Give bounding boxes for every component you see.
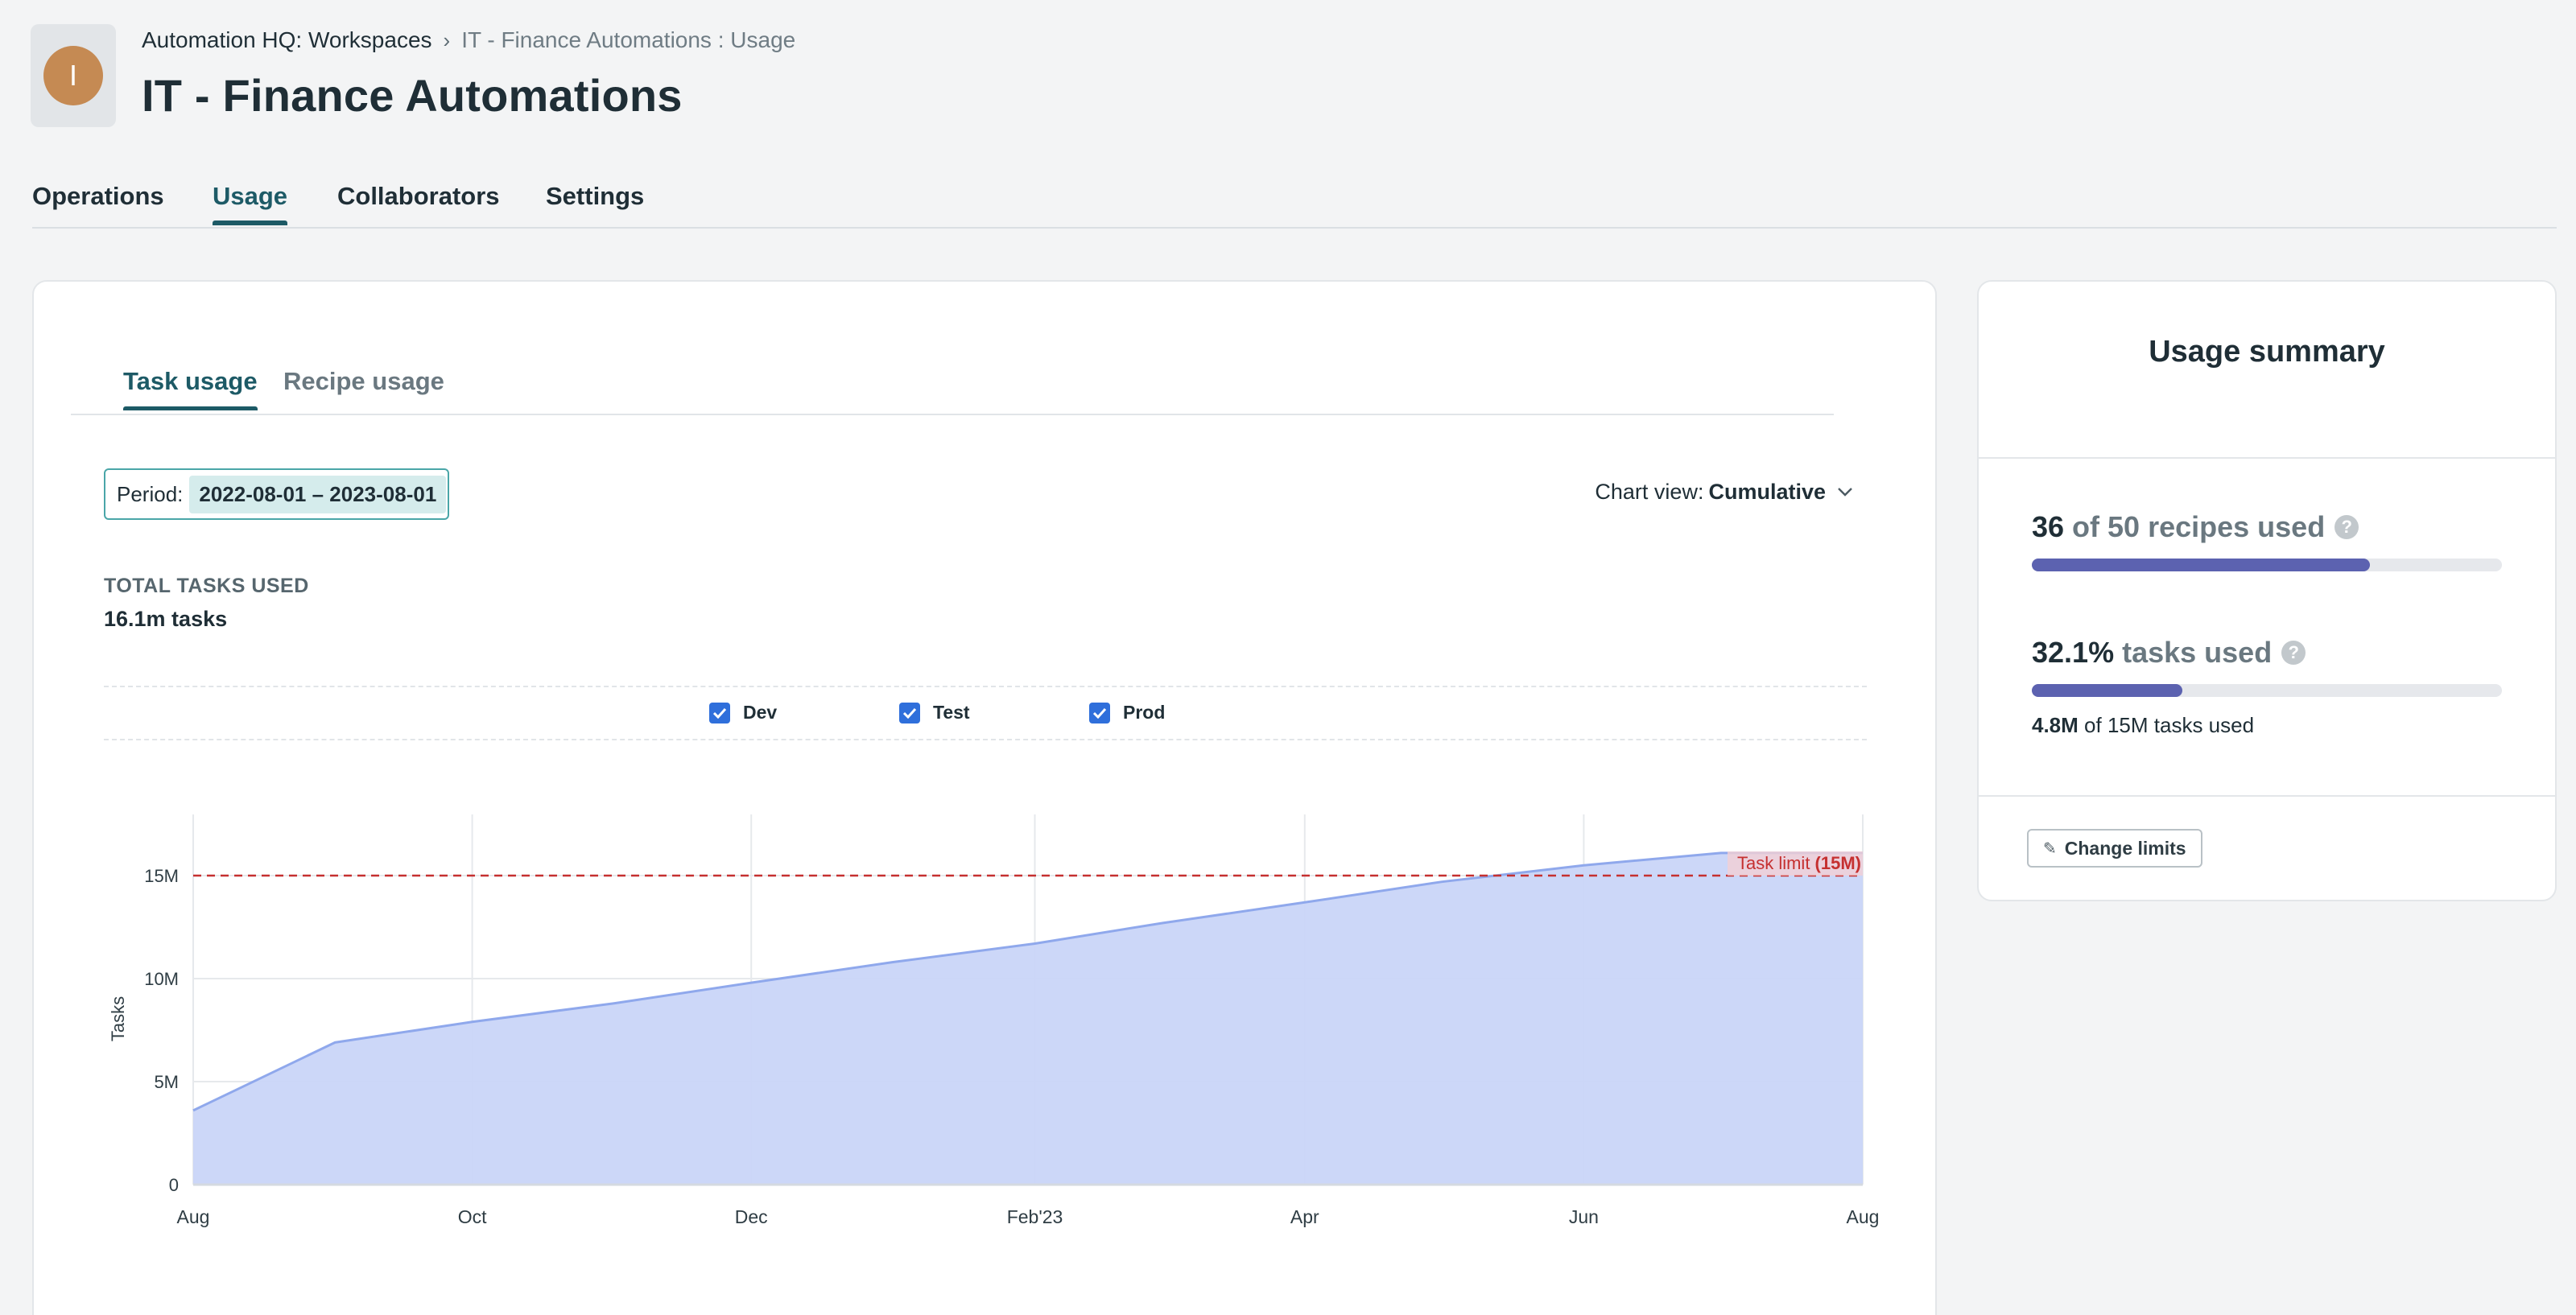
tab-task-usage[interactable]: Task usage bbox=[123, 367, 258, 410]
chevron-down-icon bbox=[1837, 483, 1853, 501]
legend-label: Prod bbox=[1123, 702, 1166, 723]
x-tick-label: Aug bbox=[177, 1206, 210, 1227]
chevron-right-icon: › bbox=[443, 27, 451, 52]
tab-active-indicator bbox=[213, 221, 288, 225]
task-limit-label: Task limit (15M) bbox=[1737, 853, 1861, 873]
tasks-progress-fill bbox=[2032, 684, 2183, 697]
pencil-icon: ✎ bbox=[2043, 839, 2057, 858]
usage-summary-card bbox=[1977, 280, 2557, 901]
legend-divider-top bbox=[104, 686, 1867, 687]
help-icon[interactable]: ? bbox=[2334, 515, 2359, 539]
usage-sub-tabs: Task usage Recipe usage bbox=[71, 361, 1834, 415]
tab-collaborators[interactable]: Collaborators bbox=[337, 182, 500, 210]
legend-toggle-dev[interactable]: Dev bbox=[709, 702, 777, 723]
tasks-text: tasks used bbox=[2122, 636, 2273, 669]
tasks-detail: 4.8M of 15M tasks used bbox=[2032, 713, 2254, 738]
period-label: Period: bbox=[117, 481, 184, 506]
tab-recipe-usage[interactable]: Recipe usage bbox=[283, 367, 444, 395]
legend-label: Test bbox=[933, 702, 970, 723]
workspace-avatar: I bbox=[43, 46, 103, 105]
breadcrumb: Automation HQ: Workspaces › IT - Finance… bbox=[142, 26, 795, 55]
summary-divider bbox=[1979, 795, 2555, 797]
tasks-used-stat: 32.1% tasks used ? bbox=[2032, 636, 2306, 670]
total-tasks-value: 16.1m tasks bbox=[104, 607, 228, 631]
x-tick-label: Jun bbox=[1569, 1206, 1599, 1227]
page-title: IT - Finance Automations bbox=[142, 70, 683, 121]
period-selector[interactable]: Period: 2022-08-01 – 2023-08-01 bbox=[104, 468, 449, 520]
tab-operations[interactable]: Operations bbox=[32, 182, 164, 210]
x-tick-label: Apr bbox=[1290, 1206, 1319, 1227]
recipes-count: 36 bbox=[2032, 510, 2065, 543]
area-series-line bbox=[192, 851, 1863, 1112]
legend-toggle-prod[interactable]: Prod bbox=[1089, 702, 1165, 723]
y-tick-label: 5M bbox=[154, 1072, 179, 1092]
x-tick-label: Dec bbox=[735, 1206, 768, 1227]
tab-usage[interactable]: Usage bbox=[213, 182, 288, 225]
area-series bbox=[193, 852, 1863, 1185]
tab-settings[interactable]: Settings bbox=[546, 182, 645, 210]
legend-divider-bottom bbox=[104, 739, 1867, 740]
x-tick-label: Feb'23 bbox=[1007, 1206, 1063, 1227]
change-limits-label: Change limits bbox=[2064, 837, 2186, 859]
checkbox-checked-icon bbox=[1089, 702, 1110, 723]
y-tick-label: 15M bbox=[144, 866, 179, 886]
task-usage-chart: Task limit (15M) 0 5M 10M 15M Aug Oct Dec Feb'23… bbox=[108, 814, 1880, 1227]
sub-tab-active-indicator bbox=[123, 406, 258, 410]
y-tick-label: 0 bbox=[169, 1175, 179, 1195]
breadcrumb-current: IT - Finance Automations : Usage bbox=[461, 27, 796, 52]
legend-toggle-test[interactable]: Test bbox=[899, 702, 970, 723]
usage-summary-title: Usage summary bbox=[2149, 335, 2385, 369]
tasks-percent: 32.1% bbox=[2032, 636, 2115, 669]
legend-label: Dev bbox=[743, 702, 778, 723]
x-tick-label: Oct bbox=[458, 1206, 487, 1227]
period-value: 2022-08-01 – 2023-08-01 bbox=[189, 475, 447, 513]
chart-view-dropdown[interactable]: Chart view: Cumulative bbox=[1595, 480, 1853, 505]
recipes-progress-fill bbox=[2032, 559, 2371, 571]
tasks-progress-bar bbox=[2032, 684, 2502, 697]
recipes-text: of 50 recipes used bbox=[2072, 510, 2326, 543]
checkbox-checked-icon bbox=[709, 702, 730, 723]
checkbox-checked-icon bbox=[899, 702, 920, 723]
change-limits-button[interactable]: ✎ Change limits bbox=[2027, 829, 2202, 868]
chart-view-label: Chart view: bbox=[1595, 480, 1704, 504]
main-tabs: Operations Usage Collaborators Settings bbox=[32, 175, 2557, 229]
task-limit-label-bg bbox=[1728, 851, 1863, 876]
help-icon[interactable]: ? bbox=[2281, 641, 2306, 665]
tasks-detail-text: of 15M tasks used bbox=[2084, 713, 2255, 737]
x-tick-label: Aug bbox=[1847, 1206, 1880, 1227]
y-axis-label: Tasks bbox=[108, 996, 128, 1041]
recipes-used-stat: 36 of 50 recipes used ? bbox=[2032, 510, 2359, 544]
chart-view-value: Cumulative bbox=[1708, 480, 1826, 504]
breadcrumb-parent-link[interactable]: Automation HQ: Workspaces bbox=[142, 27, 432, 52]
summary-divider bbox=[1979, 457, 2555, 459]
total-tasks-label: TOTAL TASKS USED bbox=[104, 575, 309, 597]
recipes-progress-bar bbox=[2032, 559, 2502, 571]
workspace-avatar-box: I bbox=[31, 24, 116, 127]
tasks-detail-used: 4.8M bbox=[2032, 713, 2079, 737]
y-tick-label: 10M bbox=[144, 969, 179, 989]
